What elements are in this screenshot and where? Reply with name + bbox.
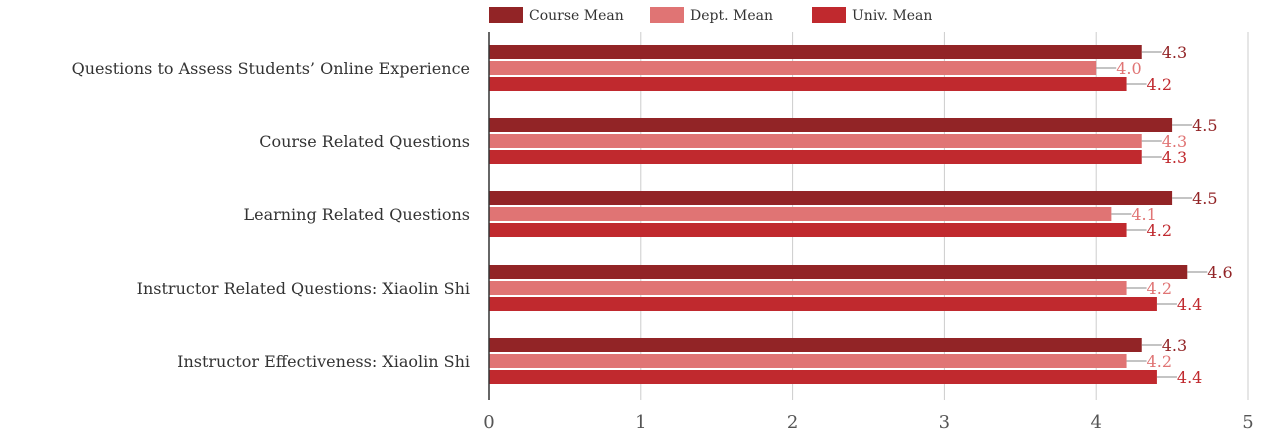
bars xyxy=(489,45,1188,384)
tick-label-0: 0 xyxy=(483,412,494,433)
bar-2-1 xyxy=(489,207,1112,221)
legend-swatch-2 xyxy=(812,7,846,23)
legend-label-0: Course Mean xyxy=(529,8,624,24)
bar-3-2 xyxy=(489,297,1157,311)
category-label-3: Instructor Related Questions: Xiaolin Sh… xyxy=(137,279,470,298)
data-label-2-0: 4.5 xyxy=(1192,189,1217,208)
bar-4-1 xyxy=(489,354,1127,368)
category-label-1: Course Related Questions xyxy=(259,132,470,151)
legend-label-2: Univ. Mean xyxy=(852,8,932,24)
bar-2-2 xyxy=(489,223,1127,237)
data-label-4-1: 4.2 xyxy=(1147,352,1172,371)
category-label-0: Questions to Assess Students’ Online Exp… xyxy=(72,59,470,78)
tick-label-2: 2 xyxy=(787,412,798,433)
tick-label-3: 3 xyxy=(939,412,950,433)
bar-2-0 xyxy=(489,191,1173,205)
data-label-3-2: 4.4 xyxy=(1177,295,1202,314)
data-label-3-1: 4.2 xyxy=(1147,279,1172,298)
tick-label-1: 1 xyxy=(635,412,646,433)
data-label-0-2: 4.2 xyxy=(1147,75,1172,94)
bar-3-0 xyxy=(489,265,1188,279)
bar-1-0 xyxy=(489,118,1173,132)
data-label-2-2: 4.2 xyxy=(1147,221,1172,240)
legend: Course Mean Dept. Mean Univ. Mean xyxy=(489,7,932,24)
legend-label-1: Dept. Mean xyxy=(690,8,773,24)
legend-swatch-0 xyxy=(489,7,523,23)
bar-0-1 xyxy=(489,61,1097,75)
bar-4-2 xyxy=(489,370,1157,384)
bar-3-1 xyxy=(489,281,1127,295)
tick-label-4: 4 xyxy=(1090,412,1101,433)
data-label-2-1: 4.1 xyxy=(1131,205,1156,224)
bar-0-0 xyxy=(489,45,1142,59)
tick-labels: 0 1 2 3 4 5 xyxy=(483,412,1253,433)
data-label-0-0: 4.3 xyxy=(1162,43,1187,62)
tick-label-5: 5 xyxy=(1242,412,1253,433)
bar-1-2 xyxy=(489,150,1142,164)
data-label-1-1: 4.3 xyxy=(1162,132,1187,151)
category-label-2: Learning Related Questions xyxy=(243,205,470,224)
bar-1-1 xyxy=(489,134,1142,148)
legend-swatch-1 xyxy=(650,7,684,23)
category-label-4: Instructor Effectiveness: Xiaolin Shi xyxy=(177,352,470,371)
data-label-4-0: 4.3 xyxy=(1162,336,1187,355)
data-label-0-1: 4.0 xyxy=(1116,59,1141,78)
data-label-1-2: 4.3 xyxy=(1162,148,1187,167)
data-label-3-0: 4.6 xyxy=(1207,263,1232,282)
category-labels: Questions to Assess Students’ Online Exp… xyxy=(72,59,470,371)
data-label-4-2: 4.4 xyxy=(1177,368,1202,387)
data-label-1-0: 4.5 xyxy=(1192,116,1217,135)
bar-0-2 xyxy=(489,77,1127,91)
bar-4-0 xyxy=(489,338,1142,352)
data-labels: 4.34.04.24.54.34.34.54.14.24.64.24.44.34… xyxy=(1096,43,1233,387)
